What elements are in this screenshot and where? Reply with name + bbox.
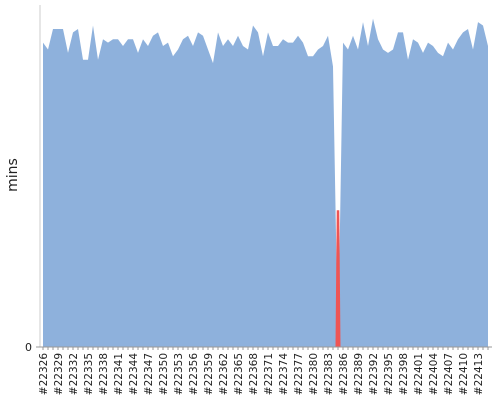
x-tick-label: #22377 <box>293 353 305 395</box>
x-tick-label: #22344 <box>128 353 140 396</box>
x-tick-label: #22335 <box>83 353 95 395</box>
x-tick-label: #22371 <box>263 353 275 395</box>
x-tick-label: #22359 <box>203 353 215 395</box>
y-axis-label: mins <box>5 158 21 192</box>
area <box>335 210 341 347</box>
x-tick-label: #22338 <box>98 353 110 395</box>
x-tick-label: #22386 <box>338 353 350 396</box>
x-tick-label: #22326 <box>38 353 50 396</box>
x-tick-label: #22401 <box>413 353 425 395</box>
x-tick-label: #22395 <box>383 353 395 395</box>
x-tick-label: #22383 <box>323 353 335 395</box>
y-tick-label: 0 <box>25 341 32 354</box>
x-tick-label: #22398 <box>398 353 410 395</box>
x-tick-label: #22413 <box>473 353 485 395</box>
x-tick-label: #22332 <box>68 353 80 395</box>
x-tick-label: #22365 <box>233 353 245 395</box>
area <box>43 18 488 348</box>
x-tick-label: #22350 <box>158 353 170 395</box>
x-tick-label: #22362 <box>218 353 230 395</box>
x-tick-label: #22329 <box>53 353 65 395</box>
x-tick-label: #22404 <box>428 353 440 396</box>
x-tick-label: #22410 <box>458 353 470 395</box>
x-tick-label: #22392 <box>368 353 380 395</box>
x-tick-label: #22356 <box>188 353 200 396</box>
x-tick-label: #22407 <box>443 353 455 395</box>
x-tick-label: #22380 <box>308 353 320 395</box>
x-tick-label: #22341 <box>113 353 125 395</box>
x-tick-label: #22353 <box>173 353 185 395</box>
x-tick-label: #22374 <box>278 353 290 396</box>
x-tick-label: #22347 <box>143 353 155 395</box>
x-tick-label: #22368 <box>248 353 260 395</box>
x-tick-label: #22389 <box>353 353 365 395</box>
